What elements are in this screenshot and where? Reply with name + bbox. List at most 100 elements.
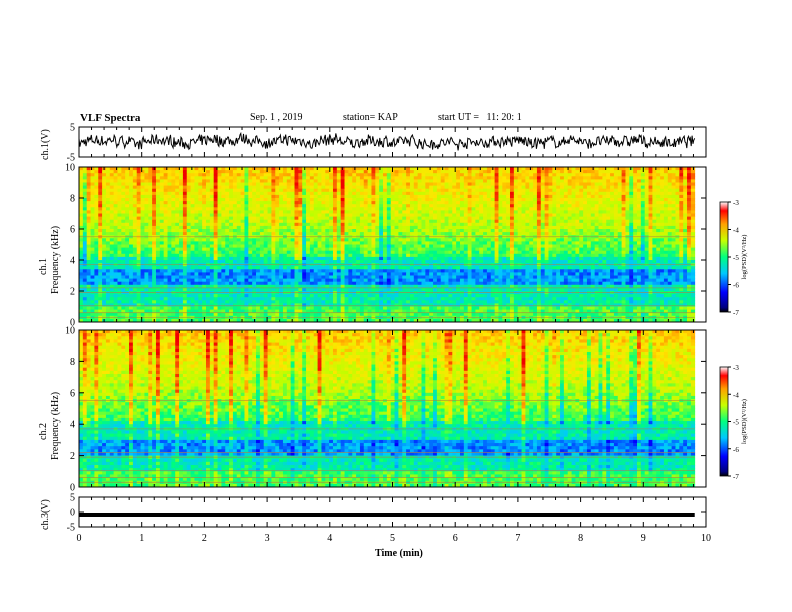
- spectrogram-cell: [448, 188, 453, 193]
- spectrogram-cell: [617, 256, 622, 261]
- spectrogram-cell: [386, 232, 392, 236]
- spectrogram-cell: [633, 222, 638, 227]
- spectrogram-cell: [671, 213, 676, 217]
- spectrogram-cell: [379, 241, 384, 245]
- spectrogram-cell: [671, 244, 676, 248]
- spectrogram-cell: [521, 198, 526, 202]
- spectrogram-cell: [575, 188, 580, 193]
- spectrogram-cell: [94, 250, 99, 255]
- spectrogram-cell: [98, 204, 103, 208]
- spectrogram-cell: [683, 173, 688, 177]
- spectrogram-cell: [610, 191, 615, 196]
- spectrogram-cell: [121, 207, 126, 211]
- spectrogram-cell: [398, 229, 403, 233]
- spectrogram-cell: [90, 244, 95, 248]
- spectrogram-cell: [617, 250, 622, 255]
- spectrogram-cell: [213, 185, 218, 190]
- spectrogram-cell: [590, 176, 596, 180]
- spectrogram-cell: [109, 222, 115, 227]
- spectrogram-cell: [483, 238, 488, 242]
- spectrogram-cell: [636, 222, 642, 227]
- spectrogram-cell: [282, 167, 288, 171]
- spectrogram-cell: [671, 167, 676, 171]
- spectrogram-cell: [109, 191, 115, 196]
- spectrogram-cell: [440, 244, 445, 248]
- spectrogram-cell: [444, 241, 449, 245]
- spectrogram-cell: [383, 201, 388, 205]
- spectrogram-cell: [633, 253, 638, 258]
- spectrogram-cell: [452, 250, 457, 255]
- spectrogram-cell: [144, 207, 149, 211]
- spectrogram-cell: [406, 244, 411, 248]
- spectrogram-cell: [309, 207, 315, 211]
- spectrogram-cell: [321, 185, 326, 190]
- spectrogram-cell: [606, 198, 611, 202]
- spectrogram-cell: [194, 256, 199, 261]
- spectrogram-cell: [113, 247, 118, 252]
- spectrogram-cell: [194, 170, 199, 174]
- spectrogram-cell: [359, 176, 365, 180]
- spectrogram-cell: [586, 219, 592, 224]
- spectrogram-cell: [105, 179, 111, 183]
- spectrogram-cell: [560, 241, 565, 245]
- spectrogram-cell: [444, 225, 449, 230]
- spectrogram-cell: [640, 188, 646, 193]
- spectrogram-cell: [171, 179, 176, 183]
- spectrogram-cell: [690, 253, 696, 258]
- spectrogram-cell: [667, 219, 673, 224]
- spectrogram-cell: [367, 188, 372, 193]
- spectrogram-cell: [209, 194, 215, 199]
- spectrogram-cell: [648, 176, 653, 180]
- spectrogram-cell: [340, 229, 345, 233]
- spectrogram-cell: [594, 185, 599, 190]
- spectrogram-cell: [563, 176, 569, 180]
- spectrogram-cell: [640, 225, 646, 230]
- spectrogram-cell: [383, 219, 388, 224]
- spectrogram-cell: [90, 182, 95, 186]
- spectrogram-cell: [406, 238, 411, 242]
- spectrogram-cell: [325, 204, 330, 208]
- spectrogram-cell: [117, 170, 122, 174]
- spectrogram-cell: [386, 225, 392, 230]
- spectrogram-cell: [286, 250, 292, 255]
- spectrogram-cell: [325, 213, 330, 217]
- spectrogram-cell: [594, 229, 599, 233]
- spectrogram-cell: [290, 185, 295, 190]
- spectrogram-cell: [371, 201, 376, 205]
- spectrogram-cell: [690, 216, 696, 221]
- spectrogram-cell: [590, 225, 596, 230]
- spectrogram-cell: [617, 225, 622, 230]
- spectrogram-cell: [344, 170, 349, 174]
- spectrogram-cell: [544, 244, 549, 248]
- spectrogram-cell: [602, 229, 607, 233]
- spectrogram-cell: [232, 229, 238, 233]
- spectrogram-cell: [271, 253, 276, 258]
- spectrogram-cell: [282, 253, 288, 258]
- spectrogram-cell: [363, 176, 369, 180]
- spectrogram-cell: [125, 176, 130, 180]
- spectrogram-cell: [136, 250, 141, 255]
- spectrogram-cell: [409, 204, 415, 208]
- spectrogram-cell: [205, 194, 211, 199]
- spectrogram-cell: [490, 225, 496, 230]
- spectrogram-cell: [679, 244, 684, 248]
- spectrogram-cell: [617, 185, 622, 190]
- spectrogram-cell: [660, 176, 665, 180]
- spectrogram-cell: [167, 198, 172, 202]
- spectrogram-cell: [463, 253, 469, 258]
- spectrogram-cell: [279, 256, 284, 261]
- spectrogram-cell: [171, 182, 176, 186]
- spectrogram-cell: [190, 222, 195, 227]
- spectrogram-cell: [290, 260, 295, 264]
- spectrogram-cell: [348, 191, 353, 196]
- spectrogram-cell: [359, 170, 365, 174]
- spectrogram-cell: [213, 232, 218, 236]
- spectrogram-cell: [263, 241, 268, 245]
- spectrogram-cell: [671, 176, 676, 180]
- spectrogram-cell: [152, 232, 157, 236]
- spectrogram-cell: [279, 167, 284, 171]
- spectrogram-cell: [425, 256, 430, 261]
- spectrogram-cell: [179, 170, 184, 174]
- spectrogram-cell: [652, 247, 657, 252]
- spectrogram-cell: [494, 198, 499, 202]
